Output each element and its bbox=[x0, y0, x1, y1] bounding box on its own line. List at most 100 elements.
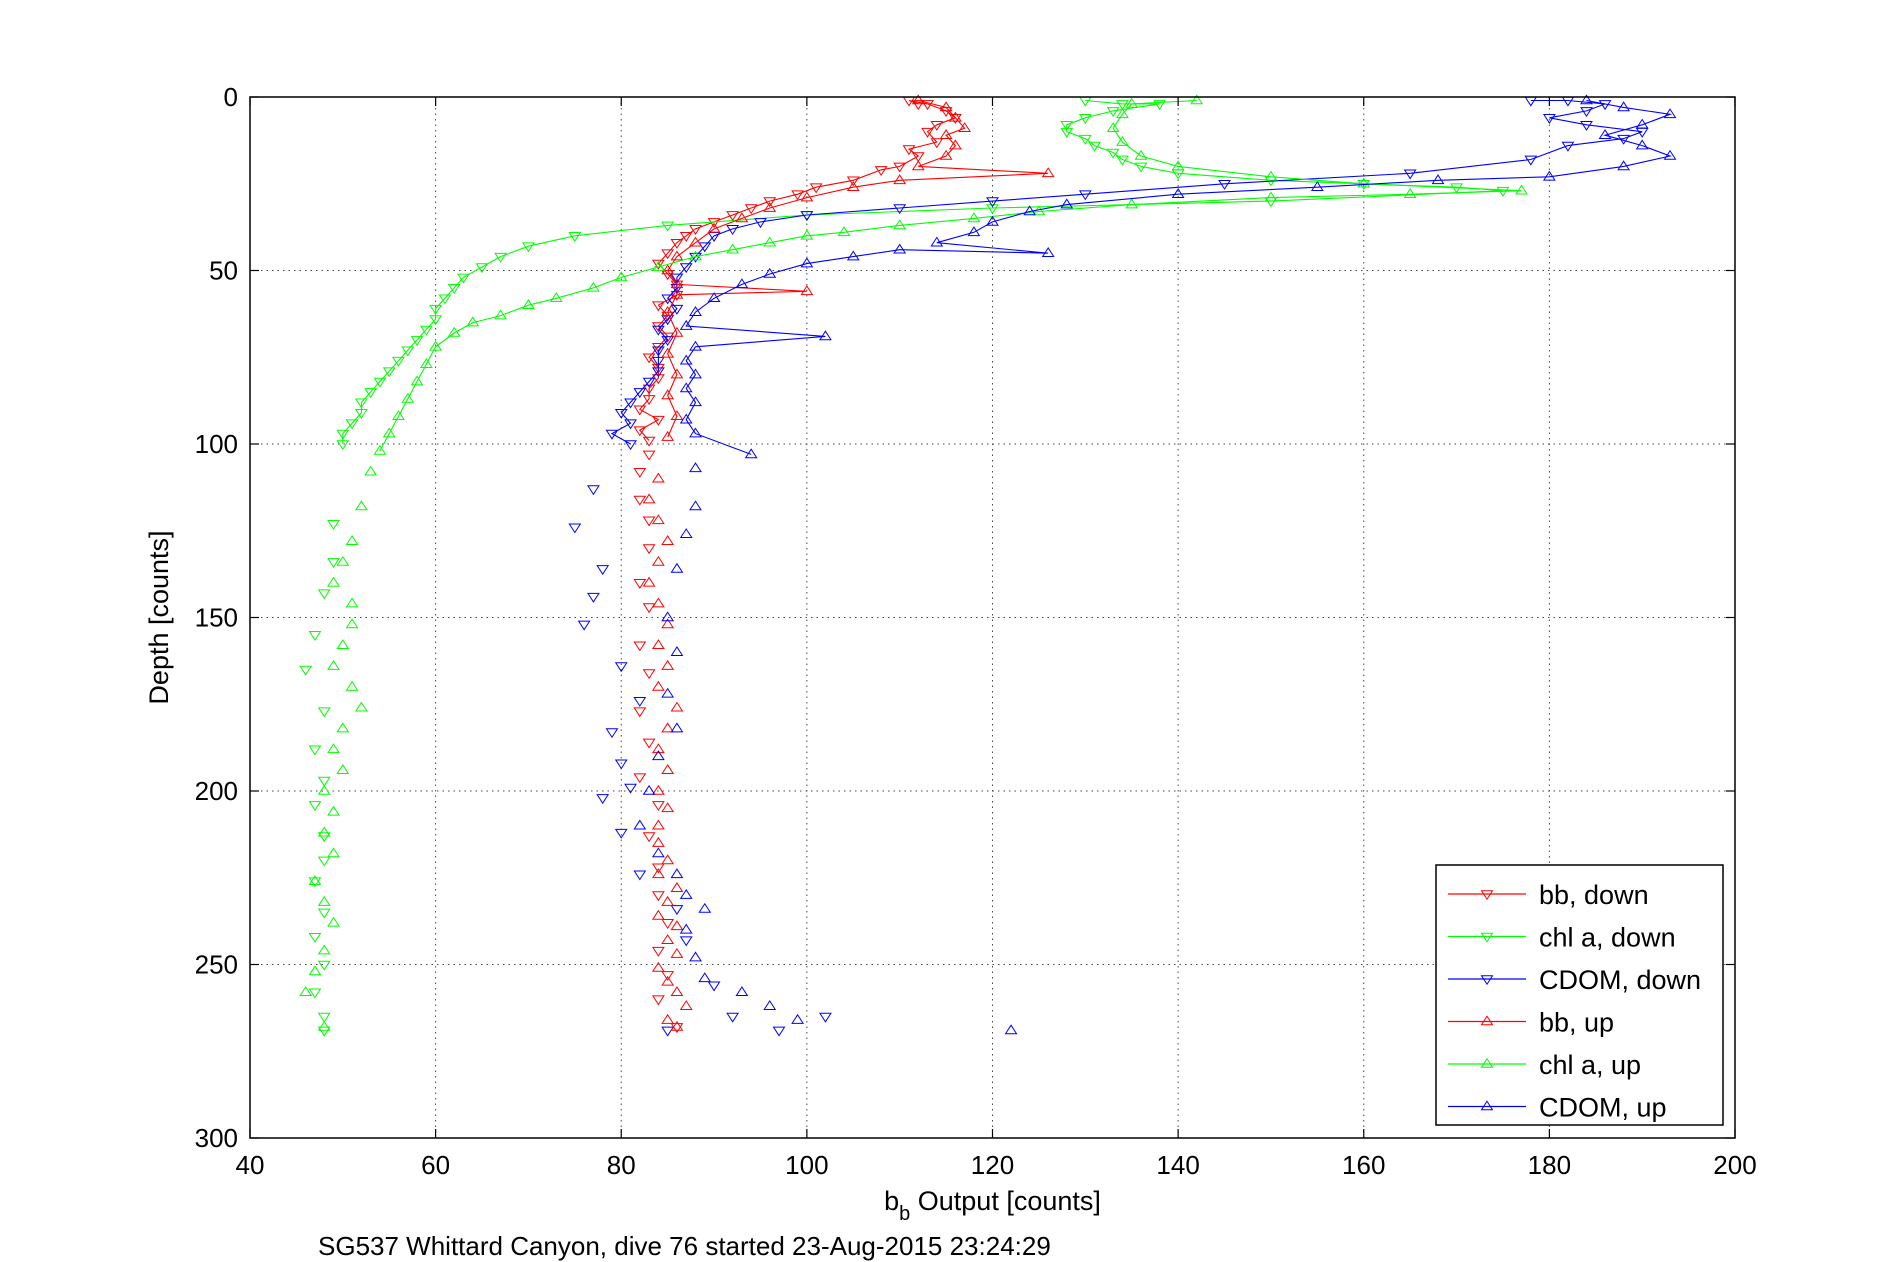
data-point bbox=[1617, 101, 1631, 112]
data-point bbox=[336, 722, 350, 733]
data-point bbox=[819, 330, 832, 341]
data-point bbox=[707, 222, 721, 233]
legend-swatch-marker bbox=[1480, 1100, 1494, 1111]
data-point bbox=[707, 981, 721, 992]
data-point bbox=[679, 936, 693, 947]
data-point bbox=[1617, 160, 1631, 171]
data-point bbox=[633, 495, 647, 506]
data-point bbox=[986, 204, 999, 215]
data-point bbox=[382, 367, 396, 378]
data-point bbox=[651, 863, 665, 874]
data-point bbox=[651, 346, 665, 357]
data-point bbox=[1041, 167, 1055, 178]
data-point bbox=[317, 589, 331, 600]
data-point bbox=[651, 801, 665, 812]
data-point bbox=[317, 1026, 331, 1037]
data-point bbox=[911, 100, 925, 111]
data-point bbox=[1116, 100, 1129, 111]
data-point bbox=[642, 395, 656, 406]
x-tick-label: 160 bbox=[1342, 1150, 1385, 1180]
data-point bbox=[846, 176, 860, 187]
legend-label: CDOM, down bbox=[1539, 965, 1701, 995]
data-point bbox=[651, 260, 665, 271]
data-point bbox=[308, 965, 322, 976]
data-point bbox=[698, 242, 712, 253]
x-axis-title: bb Output [counts] bbox=[884, 1186, 1101, 1225]
x-tick-label: 100 bbox=[785, 1150, 828, 1180]
y-axis-title: Depth [counts] bbox=[144, 530, 174, 704]
data-point bbox=[679, 923, 693, 934]
data-point bbox=[633, 696, 647, 707]
legend-label: bb, up bbox=[1539, 1008, 1614, 1038]
data-point bbox=[698, 972, 712, 983]
data-point bbox=[410, 336, 424, 347]
series-line bbox=[342, 99, 1504, 444]
x-tick-label: 120 bbox=[971, 1150, 1014, 1180]
data-point bbox=[661, 659, 675, 670]
data-point bbox=[689, 250, 702, 261]
data-point bbox=[401, 346, 415, 357]
data-point bbox=[651, 909, 665, 920]
data-point bbox=[308, 932, 322, 943]
data-point bbox=[614, 662, 628, 673]
data-point bbox=[651, 325, 665, 336]
data-point bbox=[392, 410, 405, 421]
data-point bbox=[689, 368, 702, 379]
data-point bbox=[819, 1012, 832, 1023]
data-point bbox=[336, 555, 350, 566]
data-point bbox=[1635, 118, 1649, 129]
data-point bbox=[586, 485, 600, 496]
data-point bbox=[800, 285, 814, 296]
x-tick-label: 180 bbox=[1528, 1150, 1571, 1180]
data-point bbox=[651, 514, 665, 525]
data-point bbox=[596, 794, 610, 805]
data-point bbox=[661, 535, 675, 545]
data-point bbox=[642, 784, 656, 795]
data-point bbox=[651, 995, 665, 1006]
data-point bbox=[642, 832, 656, 843]
data-point bbox=[679, 319, 693, 330]
data-point bbox=[373, 377, 387, 388]
data-point bbox=[726, 225, 740, 236]
data-point bbox=[726, 211, 740, 222]
data-point bbox=[586, 281, 600, 292]
data-point bbox=[921, 127, 934, 138]
data-point bbox=[707, 218, 721, 229]
data-point bbox=[1218, 179, 1231, 190]
data-point bbox=[800, 211, 814, 222]
data-point bbox=[642, 450, 656, 461]
data-point bbox=[939, 149, 953, 160]
data-point bbox=[317, 1012, 331, 1023]
data-point bbox=[633, 426, 647, 437]
data-point bbox=[670, 986, 684, 997]
series-chl-a-up bbox=[299, 94, 1528, 1031]
data-point bbox=[744, 204, 758, 215]
legend-item: chl a, up bbox=[1448, 1050, 1641, 1080]
data-point bbox=[1171, 160, 1185, 171]
data-point bbox=[336, 764, 350, 774]
data-point bbox=[846, 250, 860, 261]
data-point bbox=[1078, 190, 1092, 201]
data-point bbox=[661, 919, 675, 930]
data-point bbox=[661, 802, 675, 813]
data-point bbox=[354, 701, 368, 712]
data-point bbox=[633, 405, 647, 416]
data-point bbox=[930, 236, 944, 247]
legend-label: bb, down bbox=[1539, 880, 1649, 910]
data-point bbox=[1153, 100, 1166, 111]
data-point bbox=[345, 535, 359, 545]
data-point bbox=[670, 868, 684, 879]
data-point bbox=[642, 738, 656, 749]
data-point bbox=[986, 197, 999, 208]
data-point bbox=[475, 263, 489, 274]
data-point bbox=[763, 197, 777, 208]
data-point bbox=[419, 325, 433, 336]
data-point bbox=[633, 773, 647, 784]
data-point bbox=[1264, 170, 1278, 181]
data-point bbox=[327, 805, 340, 816]
series-chl-a-down bbox=[299, 96, 1510, 1037]
data-point bbox=[670, 410, 684, 421]
tick-layer: 40 60 80 100 120 140 160 180 200 0 50 100 150 200 250 3… bbox=[195, 82, 1757, 1180]
data-point bbox=[1106, 122, 1120, 133]
data-point bbox=[317, 1020, 331, 1031]
